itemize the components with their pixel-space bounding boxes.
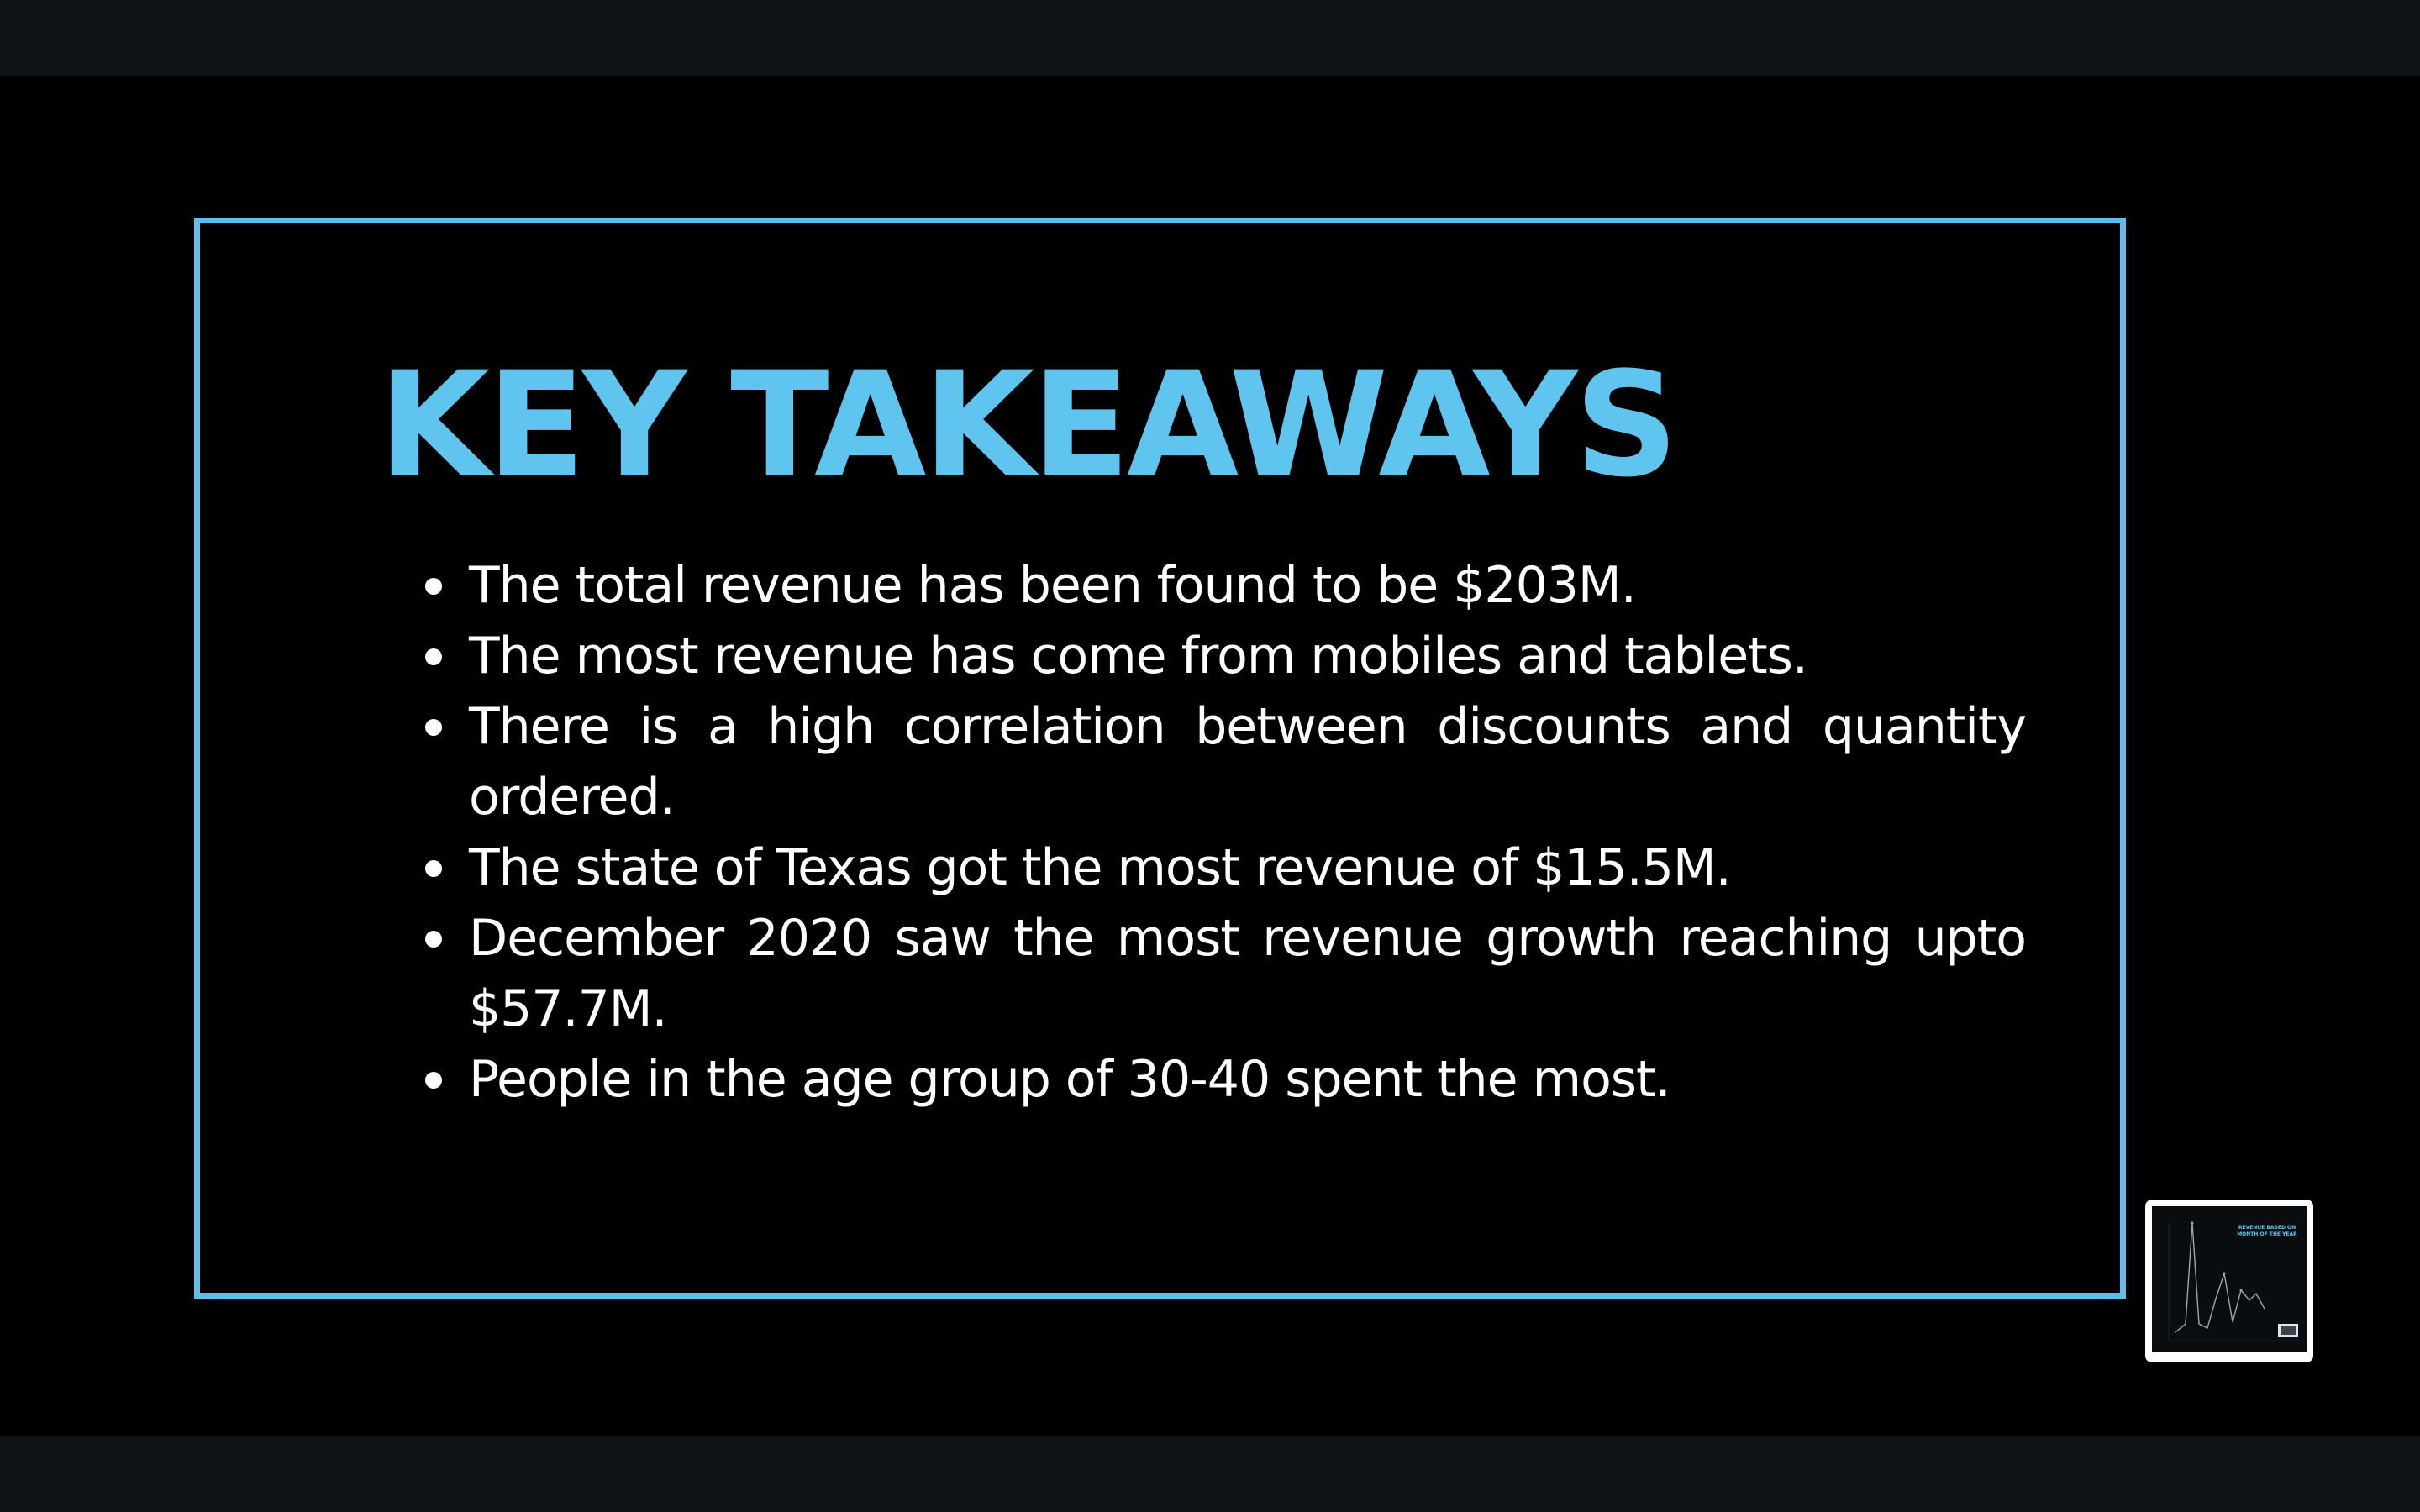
presentation-slide: [0, 76, 2420, 1436]
slide-title: KEY TAKEAWAYS: [378, 340, 1679, 509]
list-item: The total revenue has been found to be $…: [425, 550, 2026, 621]
list-item: People in the age group of 30-40 spent t…: [425, 1044, 2026, 1115]
takeaways-list: The total revenue has been found to be $…: [425, 550, 2027, 1115]
next-slide-thumbnail[interactable]: REVENUE BASED ON MONTH OF THE YEAR: [2145, 1200, 2313, 1362]
list-item: There is a high correlation between disc…: [425, 691, 2027, 832]
thumbnail-preview: REVENUE BASED ON MONTH OF THE YEAR: [2152, 1206, 2307, 1352]
top-letterbox: [0, 0, 2420, 76]
list-item: December 2020 saw the most revenue growt…: [425, 903, 2027, 1044]
bottom-letterbox: [0, 1436, 2420, 1512]
bullet-icon: [425, 1072, 442, 1089]
bullet-icon: [425, 931, 442, 948]
bullet-icon: [425, 578, 442, 595]
thumbnail-line-chart: [2168, 1221, 2299, 1341]
bullet-text: People in the age group of 30-40 spent t…: [469, 1050, 1671, 1109]
bullet-text: There is a high correlation between disc…: [469, 697, 2027, 827]
list-item: The state of Texas got the most revenue …: [425, 832, 2026, 903]
bullet-text: The total revenue has been found to be $…: [469, 556, 1637, 615]
bullet-text: December 2020 saw the most revenue growt…: [469, 909, 2027, 1038]
thumbnail-title: REVENUE BASED ON MONTH OF THE YEAR: [2237, 1225, 2297, 1237]
bullet-icon: [425, 860, 442, 877]
bullet-text: The state of Texas got the most revenue …: [469, 838, 1732, 897]
list-item: The most revenue has come from mobiles a…: [425, 621, 2026, 691]
bullet-text: The most revenue has come from mobiles a…: [469, 627, 1808, 685]
slide-border-frame: [194, 218, 2126, 1299]
bullet-icon: [425, 719, 442, 736]
bullet-icon: [425, 648, 442, 665]
